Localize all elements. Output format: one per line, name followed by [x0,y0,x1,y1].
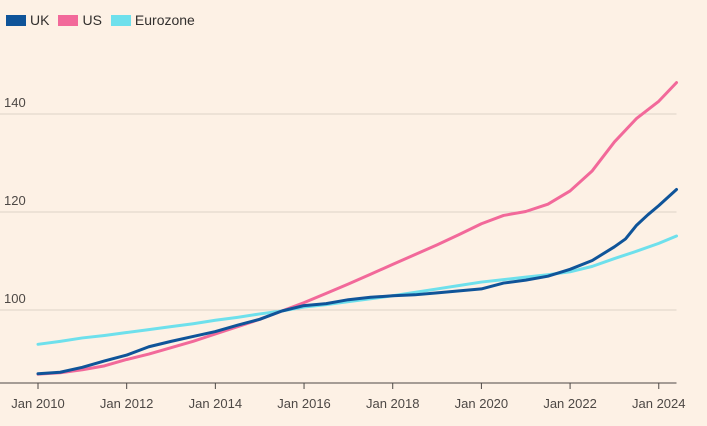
legend-label-eurozone: Eurozone [134,12,195,28]
legend-item-us: US [58,12,102,28]
legend-swatch-eurozone [110,14,131,26]
x-tick-label-2018: Jan 2018 [366,396,420,411]
x-tick-label-2014: Jan 2014 [189,396,243,411]
x-tick-label-2012: Jan 2012 [100,396,154,411]
y-tick-label-140: 140 [4,95,26,110]
legend-label-us: US [82,12,102,28]
x-tick-label-2024: Jan 2024 [632,396,686,411]
legend-swatch-uk [6,14,26,26]
x-tick-label-2010: Jan 2010 [11,396,65,411]
series-line-eurozone [36,234,678,346]
series-line-uk [36,187,678,376]
x-tick-label-2020: Jan 2020 [455,396,509,411]
chart-legend: UK US Eurozone [6,12,204,28]
legend-item-uk: UK [6,12,49,28]
x-tick-label-2022: Jan 2022 [543,396,597,411]
legend-item-eurozone: Eurozone [110,12,195,28]
series-line-us [36,81,678,376]
legend-swatch-us [58,14,79,26]
y-tick-label-120: 120 [4,193,26,208]
x-tick-label-2016: Jan 2016 [277,396,331,411]
y-tick-label-100: 100 [4,291,26,306]
legend-label-uk: UK [30,12,50,28]
